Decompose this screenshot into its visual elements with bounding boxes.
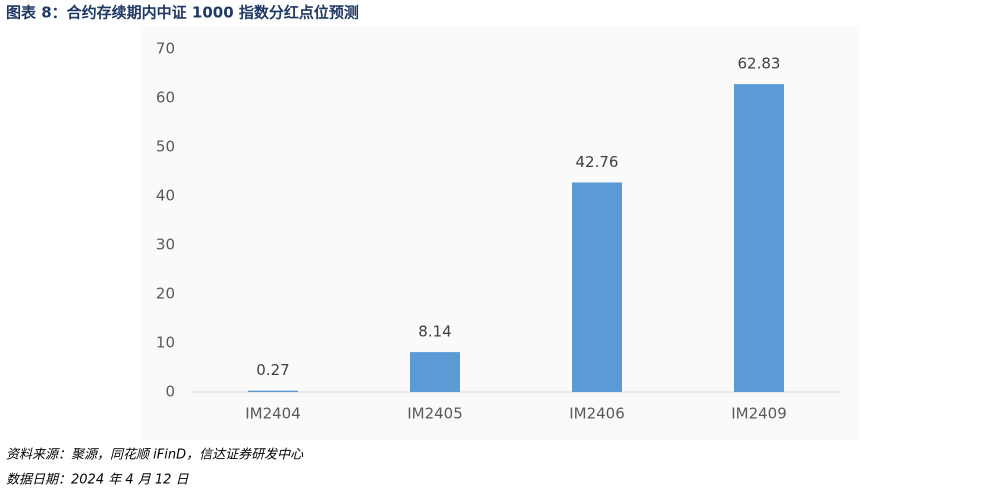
bar	[248, 390, 298, 392]
data-label: 62.83	[738, 55, 781, 73]
bar	[734, 84, 784, 393]
data-label: 0.27	[256, 361, 289, 379]
x-tick-label: IM2406	[569, 405, 625, 423]
y-tick-label: 50	[156, 138, 175, 156]
data-label: 42.76	[576, 153, 619, 171]
x-tick-label: IM2405	[407, 405, 463, 423]
y-tick-label: 60	[156, 89, 175, 107]
x-tick-label: IM2404	[245, 405, 301, 423]
bar	[572, 182, 622, 392]
data-label: 8.14	[418, 323, 451, 341]
y-tick-label: 20	[156, 285, 175, 303]
y-tick-label: 70	[156, 40, 175, 58]
y-tick-label: 0	[165, 383, 175, 401]
source-note: 资料来源：聚源，同花顺 iFinD，信达证券研发中心	[6, 448, 304, 463]
y-tick-label: 10	[156, 334, 175, 352]
chart-title: 图表 8：合约存续期内中证 1000 指数分红点位预测	[6, 4, 359, 22]
bar	[410, 352, 460, 392]
y-tick-label: 40	[156, 187, 175, 205]
x-tick-label: IM2409	[731, 405, 787, 423]
y-tick-label: 30	[156, 236, 175, 254]
date-note: 数据日期：2024 年 4 月 12 日	[6, 473, 190, 488]
